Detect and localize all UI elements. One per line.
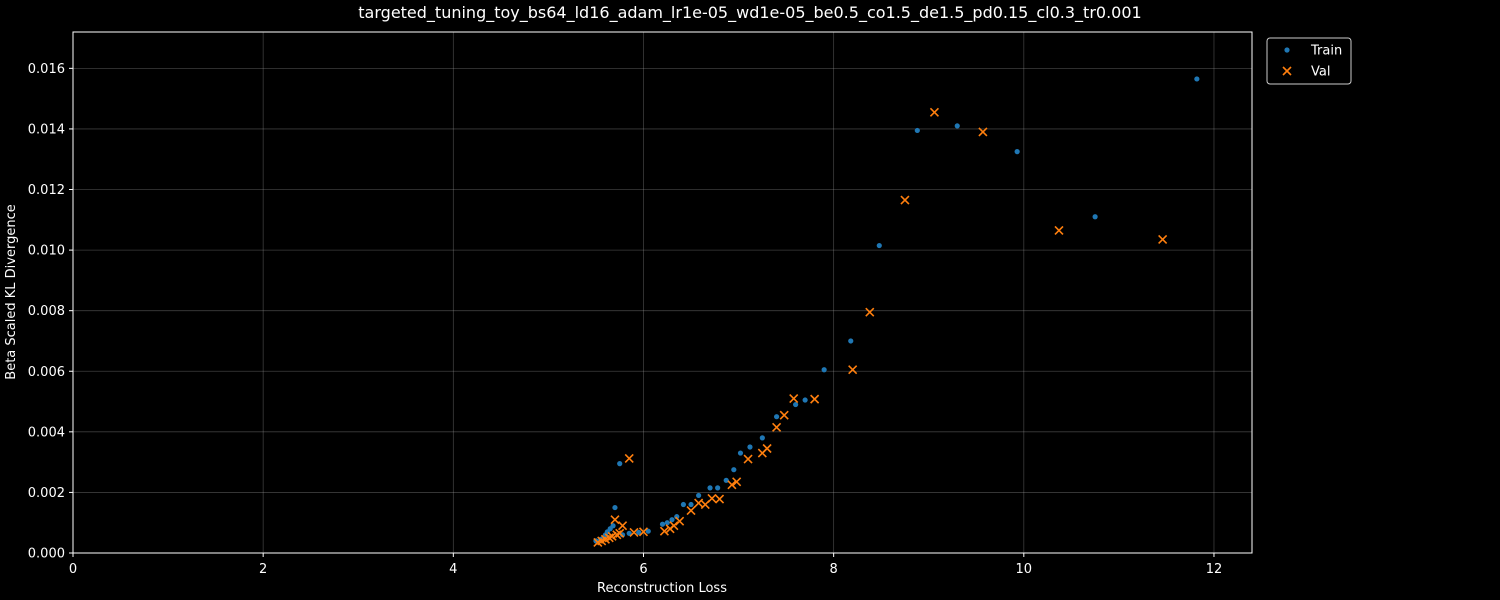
y-tick-label: 0.012 [28, 183, 65, 198]
train-point [759, 435, 765, 441]
val-point [714, 494, 725, 504]
train-point [1092, 214, 1098, 220]
legend-label: Val [1311, 65, 1330, 80]
series-train [593, 76, 1200, 544]
train-point [773, 414, 780, 420]
x-tick-label: 12 [1206, 562, 1223, 577]
val-point [732, 477, 742, 487]
train-point [688, 501, 694, 508]
train-point [610, 523, 616, 529]
train-point [731, 467, 737, 473]
y-tick-label: 0.010 [28, 244, 65, 259]
legend-marker-train [1284, 47, 1290, 53]
val-point [848, 365, 858, 375]
val-point [789, 393, 799, 404]
train-point [802, 397, 808, 403]
val-point [707, 493, 717, 504]
val-point [629, 527, 639, 537]
y-tick-label: 0.014 [28, 122, 65, 137]
val-point [727, 480, 737, 490]
train-point [664, 520, 670, 526]
y-tick-label: 0.006 [28, 365, 65, 380]
val-point [929, 107, 939, 117]
train-point [696, 492, 702, 499]
x-tick-label: 4 [449, 562, 457, 577]
y-tick-label: 0.000 [28, 547, 65, 562]
val-point [624, 453, 634, 464]
train-point [848, 338, 854, 344]
train-point [723, 477, 729, 483]
x-tick-label: 6 [639, 562, 647, 577]
val-point [638, 527, 649, 537]
data-points [593, 76, 1200, 547]
train-point [619, 532, 626, 538]
val-point [615, 528, 625, 538]
legend-marker-val [1282, 66, 1292, 76]
train-point [707, 485, 713, 491]
y-tick-label: 0.004 [28, 425, 65, 440]
train-point [793, 401, 799, 408]
val-point [772, 422, 782, 432]
val-point [1054, 225, 1064, 235]
train-point [612, 504, 618, 511]
train-point [669, 517, 675, 523]
val-point [779, 410, 789, 420]
train-point [1194, 76, 1200, 82]
train-point [636, 529, 642, 536]
y-axis-ticks: 0.000 0.002 0.004 0.006 0.008 0.010 0.012 0.014… [28, 62, 73, 562]
x-tick-label: 10 [1016, 562, 1033, 577]
val-point [659, 526, 669, 536]
legend-label: Train [1310, 44, 1342, 59]
x-axis-label: Reconstruction Loss [597, 581, 727, 596]
train-point [715, 485, 721, 491]
val-point [694, 498, 704, 508]
train-point [914, 127, 920, 134]
train-point [876, 242, 882, 249]
x-tick-label: 0 [69, 562, 77, 577]
val-point [978, 127, 988, 137]
val-point [810, 394, 820, 404]
plot-area-frame [72, 31, 1253, 554]
train-point [645, 528, 651, 534]
legend: Train Val [1266, 37, 1352, 85]
y-axis-label: Beta Scaled KL Divergence [4, 204, 19, 379]
val-point [1158, 234, 1168, 245]
train-point [626, 530, 632, 536]
series-val [593, 107, 1168, 547]
val-point [686, 506, 696, 516]
train-point [737, 450, 744, 456]
y-tick-label: 0.002 [28, 486, 65, 501]
train-point [1014, 149, 1020, 155]
val-point [610, 515, 620, 525]
train-point [659, 521, 666, 527]
val-point [900, 195, 910, 205]
val-point [762, 443, 772, 454]
train-point [617, 461, 623, 467]
chart-title: targeted_tuning_toy_bs64_ld16_adam_lr1e-… [358, 3, 1141, 23]
y-tick-label: 0.008 [28, 304, 65, 319]
train-point [747, 444, 753, 450]
x-axis-ticks: 0 2 4 6 8 10 12 [69, 553, 1222, 577]
legend-entry-val: Val [1282, 65, 1330, 80]
val-point [743, 454, 753, 464]
val-point [675, 516, 685, 526]
legend-entry-train: Train [1284, 44, 1342, 59]
train-point [821, 367, 827, 373]
val-point [865, 307, 875, 317]
val-point [669, 521, 679, 531]
grid [72, 32, 1252, 554]
x-tick-label: 8 [830, 562, 838, 577]
x-tick-label: 2 [259, 562, 267, 577]
train-point [954, 123, 960, 129]
train-point [680, 501, 687, 508]
y-tick-label: 0.016 [28, 62, 65, 77]
val-point [618, 521, 628, 531]
